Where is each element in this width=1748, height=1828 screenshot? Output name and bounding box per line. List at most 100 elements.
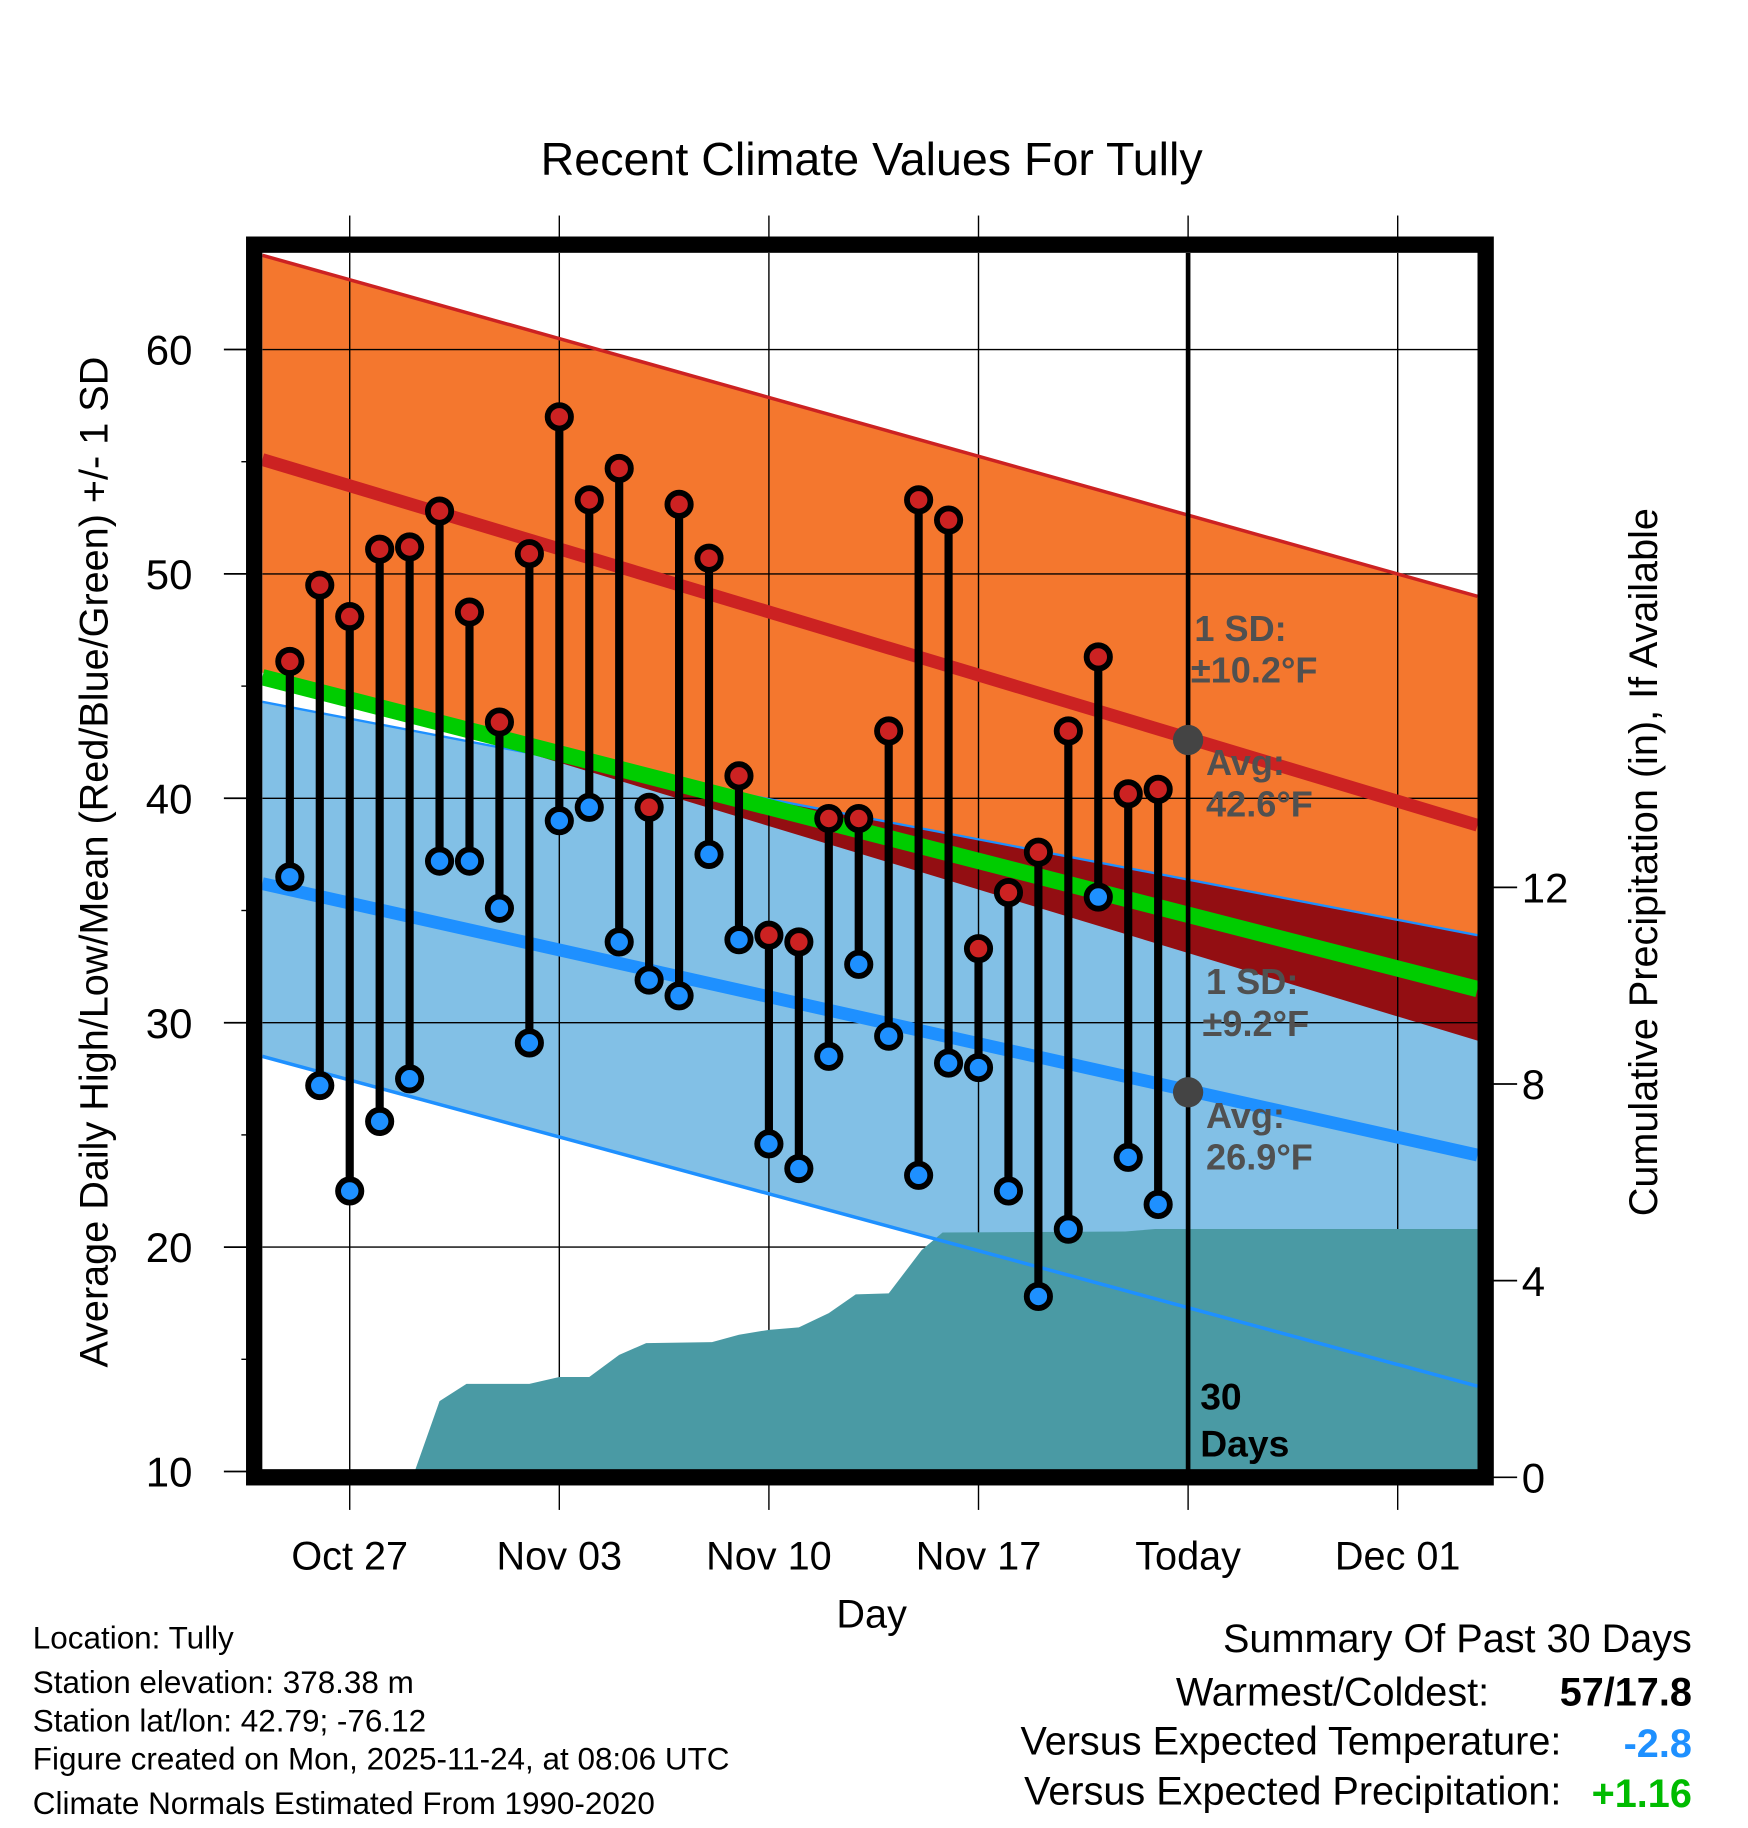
low-point [664, 981, 694, 1011]
low-point [934, 1048, 964, 1078]
low-point [514, 1028, 544, 1058]
high-point [604, 453, 634, 484]
high-point [784, 927, 814, 957]
high-sd-label: 1 SD: [1194, 608, 1286, 649]
chart-title: Recent Climate Values For Tully [541, 133, 1204, 185]
high-point [754, 920, 784, 950]
y-tick-label: 60 [146, 327, 193, 374]
plot-frame [246, 236, 1494, 1486]
x-tick-label: Nov 03 [497, 1534, 623, 1578]
low-avg-label: Avg: [1206, 1095, 1285, 1136]
location: Location: Tully [33, 1621, 234, 1656]
station-info: Location: Tully Station elevation: 378.3… [33, 1621, 730, 1821]
low-point [1113, 1142, 1143, 1172]
low-point [694, 839, 724, 869]
mean-line [262, 669, 1478, 997]
low-point [484, 893, 514, 923]
high-point [454, 597, 485, 627]
high-point [934, 505, 964, 535]
low-point [814, 1041, 844, 1071]
low-point [395, 1064, 425, 1094]
high-point [275, 646, 305, 676]
low-point [874, 1021, 904, 1051]
low-avg-line [262, 877, 1478, 1162]
y2-tick-label: 12 [1522, 864, 1569, 911]
low-avg-value: 26.9°F [1206, 1137, 1313, 1178]
high-point [514, 539, 544, 569]
x-axis-label: Day [836, 1593, 907, 1637]
low-point [454, 846, 485, 876]
y2-tick-label: 0 [1522, 1454, 1545, 1501]
high-point [844, 803, 874, 834]
normals-period: Climate Normals Estimated From 1990-2020 [33, 1786, 655, 1821]
high-point [544, 402, 574, 432]
high-sd-value: ±10.2°F [1191, 650, 1318, 691]
high-avg-today-dot [1172, 724, 1204, 756]
low-point [963, 1053, 994, 1083]
high-point [484, 707, 514, 737]
low-point [993, 1176, 1024, 1206]
high-point [305, 570, 335, 600]
high-avg-line [262, 453, 1478, 832]
high-point [664, 489, 694, 519]
high-point [424, 496, 455, 526]
high-point [694, 543, 724, 573]
high-point [993, 877, 1024, 908]
elevation: Station elevation: 378.38 m [33, 1665, 414, 1700]
high-point [963, 934, 994, 964]
low-point [574, 792, 604, 822]
high-point [814, 803, 844, 834]
low-point [634, 965, 664, 995]
low-point [305, 1070, 335, 1101]
lat-lon: Station lat/lon: 42.79; -76.12 [33, 1703, 426, 1738]
high-point [395, 532, 425, 562]
low-point [754, 1129, 784, 1159]
low-point [1053, 1214, 1083, 1244]
y-tick-label: 20 [146, 1224, 193, 1271]
x-tick-label: Today [1135, 1534, 1241, 1578]
low-point [544, 806, 574, 836]
low-point [275, 862, 305, 892]
high-point [365, 534, 395, 564]
high-point [1113, 779, 1143, 809]
high-avg-value: 42.6°F [1206, 784, 1313, 825]
warmest-value: 57/17.8 [1560, 1671, 1692, 1715]
high-point [574, 485, 604, 515]
high-point [874, 716, 904, 746]
warmest-label: Warmest/Coldest: [1176, 1671, 1489, 1715]
days-count: 30 [1200, 1376, 1241, 1418]
y-tick-label: 30 [146, 1000, 193, 1047]
low-lower-line [262, 1054, 1478, 1388]
low-point [904, 1160, 934, 1190]
y2-tick-label: 8 [1522, 1061, 1545, 1108]
plot-area [262, 252, 1478, 1471]
high-upper-line [262, 253, 1478, 599]
precip-label: Versus Expected Precipitation: [1024, 1770, 1561, 1814]
y-axis-label: Average Daily High/Low/Mean (Red/Blue/Gr… [72, 357, 116, 1368]
precip-value: +1.16 [1592, 1772, 1692, 1816]
summary: Summary Of Past 30 Days Warmest/Coldest:… [1020, 1617, 1691, 1816]
y-tick-label: 10 [146, 1449, 193, 1496]
temp-label: Versus Expected Temperature: [1020, 1720, 1561, 1764]
low-sd-label: 1 SD: [1206, 961, 1298, 1002]
y-tick-label: 50 [146, 551, 193, 598]
x-tick-label: Nov 10 [706, 1534, 832, 1578]
temp-value: -2.8 [1624, 1722, 1692, 1766]
low-sd-value: ±9.2°F [1203, 1003, 1310, 1044]
high-point [1083, 642, 1113, 672]
high-point [634, 792, 664, 822]
low-avg-today-dot [1172, 1077, 1204, 1108]
low-point [424, 846, 455, 876]
high-point [1023, 837, 1053, 867]
created-date: Figure created on Mon, 2025-11-24, at 08… [33, 1742, 730, 1777]
low-point [1083, 882, 1113, 912]
low-point [1143, 1189, 1173, 1220]
high-avg-label: Avg: [1206, 742, 1285, 783]
precip-area [415, 1229, 1478, 1471]
high-point [335, 601, 365, 632]
x-tick-label: Dec 01 [1335, 1534, 1461, 1578]
high-point [1143, 774, 1173, 804]
high-point [1053, 716, 1083, 746]
low-point [604, 927, 634, 957]
